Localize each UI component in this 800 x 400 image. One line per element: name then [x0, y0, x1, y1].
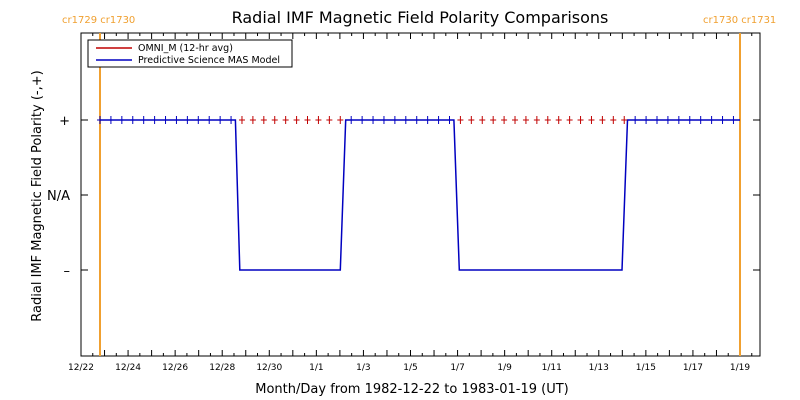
- carrington-label-left: cr1729 cr1730: [62, 15, 135, 26]
- legend-box: [87, 39, 293, 68]
- x-tick-label: 12/22: [68, 363, 94, 373]
- legend-label-omni: OMNI_M (12-hr avg): [138, 43, 233, 54]
- y-tick-label: –: [64, 264, 71, 279]
- model-line: [100, 119, 740, 271]
- legend: OMNI_M (12-hr avg) Predictive Science MA…: [87, 39, 293, 68]
- x-tick-label: 12/30: [256, 363, 282, 373]
- x-tick-label: 1/5: [403, 363, 417, 373]
- legend-label-model: Predictive Science MAS Model: [138, 55, 280, 66]
- x-tick-label: 1/13: [589, 363, 609, 373]
- series-omni-m: [97, 116, 737, 124]
- x-axis-label: Month/Day from 1982-12-22 to 1983-01-19 …: [255, 382, 568, 397]
- y-axis-label: Radial IMF Magnetic Field Polarity (-,+): [30, 70, 45, 321]
- x-tick-label: 1/3: [356, 363, 370, 373]
- x-tick-label: 12/26: [162, 363, 188, 373]
- x-tick-label: 1/9: [497, 363, 512, 373]
- x-tick-label: 1/17: [683, 363, 703, 373]
- y-axis: + N/A –: [47, 114, 760, 279]
- plot-border: [80, 32, 761, 357]
- y-tick-label: N/A: [47, 189, 70, 204]
- x-tick-label: 1/15: [636, 363, 656, 373]
- x-tick-label: 1/11: [542, 363, 562, 373]
- x-axis: 12/22 12/24 12/26 12/28 12/30 1/1 1/3 1/5 1/7 1/9…: [68, 33, 753, 373]
- carrington-label-right: cr1730 cr1731: [703, 15, 776, 26]
- x-tick-label: 12/28: [209, 363, 235, 373]
- x-tick-label: 1/19: [730, 363, 750, 373]
- chart-title: Radial IMF Magnetic Field Polarity Compa…: [232, 8, 609, 27]
- x-tick-label: 1/1: [309, 363, 323, 373]
- y-tick-label: +: [59, 114, 70, 129]
- plot-area: [80, 32, 761, 357]
- carrington-markers: [99, 33, 741, 356]
- x-tick-label: 1/7: [450, 363, 464, 373]
- series-mas-model: [100, 119, 740, 271]
- x-tick-label: 12/24: [115, 363, 141, 373]
